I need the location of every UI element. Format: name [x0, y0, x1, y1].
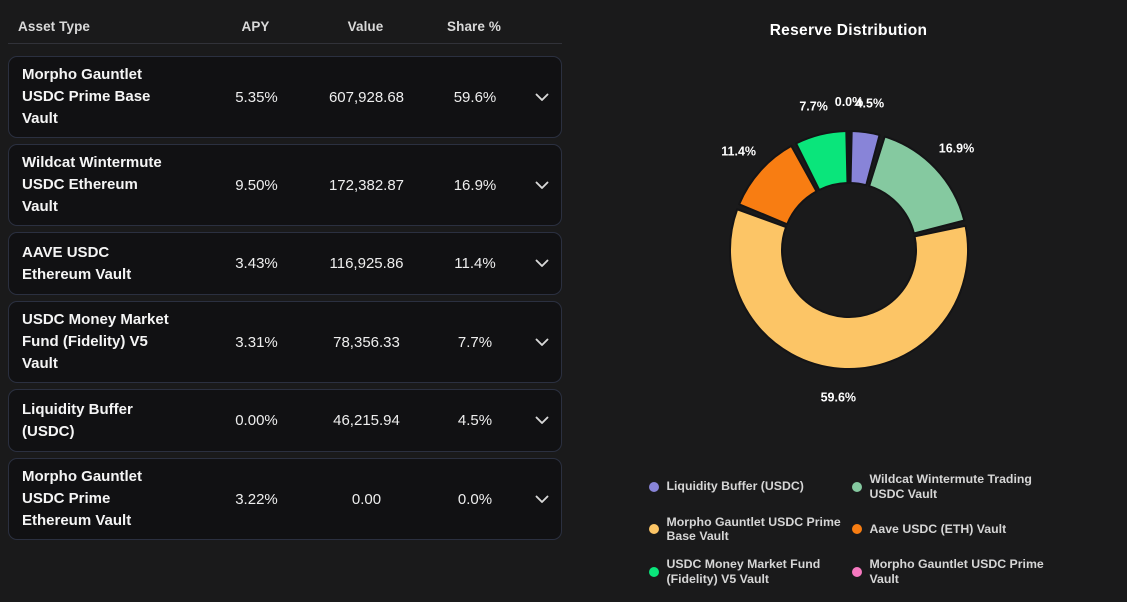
value-value: 46,215.94: [333, 412, 400, 429]
table-row[interactable]: Morpho Gauntlet USDC Prime Ethereum Vaul…: [8, 458, 562, 540]
value-value: 607,928.68: [328, 88, 405, 106]
chevron-down-icon[interactable]: [535, 495, 549, 504]
legend-color-dot: [851, 481, 862, 492]
value-value: 172,382.87: [328, 176, 405, 194]
header-apy: APY: [241, 19, 270, 34]
asset-name: Morpho Gauntlet USDC Prime Ethereum Vaul…: [22, 468, 142, 529]
apy-value: 3.22%: [235, 490, 278, 508]
apy-value: 3.31%: [235, 333, 278, 351]
donut-slice[interactable]: [737, 144, 818, 226]
legend-label: USDC Money Market Fund (Fidelity) V5 Vau…: [666, 557, 821, 586]
share-value: 0.0%: [457, 490, 493, 508]
apy-value: 3.43%: [235, 255, 278, 272]
table-row[interactable]: USDC Money Market Fund (Fidelity) V5 Vau…: [8, 301, 562, 383]
chevron-down-icon[interactable]: [535, 181, 549, 190]
legend-label: Morpho Gauntlet USDC Prime Base Vault: [666, 514, 841, 544]
share-value: 7.7%: [457, 333, 493, 351]
donut-slice[interactable]: [849, 130, 881, 187]
table-row[interactable]: Morpho Gauntlet USDC Prime Base Vault 5.3…: [8, 56, 562, 138]
legend-label: Morpho Gauntlet USDC Prime Vault: [869, 557, 1044, 586]
chevron-down-icon[interactable]: [535, 259, 549, 268]
legend-item: Aave USDC (ETH) Vault: [851, 515, 1049, 545]
table-row[interactable]: AAVE USDC Ethereum Vault 3.43% 116,925.86 1…: [8, 232, 562, 295]
legend-label: Wildcat Wintermute Trading USDC Vault: [869, 472, 1032, 501]
legend-label: Liquidity Buffer (USDC): [666, 479, 804, 494]
header-value: Value: [347, 19, 384, 34]
table-header-row: Asset Type APY Value Share %: [8, 10, 562, 44]
row-expand-control[interactable]: [521, 259, 563, 268]
legend-label: Aave USDC (ETH) Vault: [869, 521, 1007, 536]
slice-percentage-label: 7.7%: [799, 99, 828, 113]
donut-chart-area: 4.5% 16.9% 59.6% 11.4% 7.7% 0.0%: [684, 85, 1014, 420]
chevron-down-icon[interactable]: [535, 338, 549, 347]
slice-percentage-label: 0.0%: [834, 95, 863, 109]
table-row[interactable]: Liquidity Buffer (USDC) 0.00% 46,215.94 4.5…: [8, 389, 562, 452]
donut-slice[interactable]: [846, 129, 851, 184]
slice-percentage-label: 4.5%: [855, 96, 884, 110]
chart-legend: Liquidity Buffer (USDC) Wildcat Wintermut…: [648, 472, 1049, 587]
share-value: 16.9%: [453, 176, 497, 194]
legend-color-dot: [648, 524, 659, 535]
legend-color-dot: [851, 524, 862, 535]
row-expand-control[interactable]: [521, 181, 563, 190]
legend-color-dot: [851, 566, 862, 577]
chart-title: Reserve Distribution: [769, 22, 928, 39]
legend-item: USDC Money Market Fund (Fidelity) V5 Vau…: [648, 557, 852, 587]
legend-item: Morpho Gauntlet USDC Prime Vault: [851, 557, 1049, 587]
reserve-distribution-panel: Reserve Distribution 4.5% 16.9% 59.6% 11.4%…: [570, 0, 1127, 602]
apy-value: 9.50%: [235, 176, 278, 194]
share-value: 59.6%: [453, 88, 497, 106]
share-value: 4.5%: [457, 412, 493, 429]
value-value: 116,925.86: [329, 255, 404, 272]
value-value: 0.00: [351, 490, 382, 508]
apy-value: 5.35%: [235, 88, 278, 106]
asset-name: Wildcat Wintermute USDC Ethereum Vault: [22, 154, 162, 215]
slice-percentage-label: 11.4%: [721, 144, 756, 158]
reserve-donut-chart[interactable]: 4.5% 16.9% 59.6% 11.4% 7.7% 0.0%: [684, 85, 1014, 415]
donut-slice[interactable]: [867, 135, 965, 235]
row-expand-control[interactable]: [521, 495, 563, 504]
asset-table: Asset Type APY Value Share % Morpho Gaun…: [8, 10, 562, 546]
slice-percentage-label: 59.6%: [820, 391, 855, 405]
row-expand-control[interactable]: [521, 93, 563, 102]
asset-name: AAVE USDC Ethereum Vault: [22, 243, 132, 283]
row-expand-control[interactable]: [521, 416, 563, 425]
donut-slice[interactable]: [728, 208, 969, 370]
chevron-down-icon[interactable]: [535, 93, 549, 102]
legend-item: Liquidity Buffer (USDC): [648, 472, 852, 502]
legend-color-dot: [648, 566, 659, 577]
asset-name: Morpho Gauntlet USDC Prime Base Vault: [22, 66, 151, 127]
donut-slice[interactable]: [794, 130, 848, 191]
table-row[interactable]: Wildcat Wintermute USDC Ethereum Vault 9.…: [8, 144, 562, 226]
legend-item: Morpho Gauntlet USDC Prime Base Vault: [648, 514, 852, 545]
apy-value: 0.00%: [235, 412, 278, 429]
value-value: 78,356.33: [333, 333, 400, 351]
chevron-down-icon[interactable]: [535, 416, 549, 425]
header-share: Share %: [447, 19, 501, 34]
slice-percentage-label: 16.9%: [938, 141, 973, 155]
legend-item: Wildcat Wintermute Trading USDC Vault: [851, 472, 1049, 502]
asset-name: Liquidity Buffer (USDC): [22, 400, 133, 440]
share-value: 11.4%: [454, 255, 496, 272]
header-asset-type: Asset Type: [18, 19, 91, 34]
asset-name: USDC Money Market Fund (Fidelity) V5 Vau…: [22, 311, 169, 372]
legend-color-dot: [648, 481, 659, 492]
row-expand-control[interactable]: [521, 338, 563, 347]
table-body: Morpho Gauntlet USDC Prime Base Vault 5.3…: [8, 56, 562, 540]
